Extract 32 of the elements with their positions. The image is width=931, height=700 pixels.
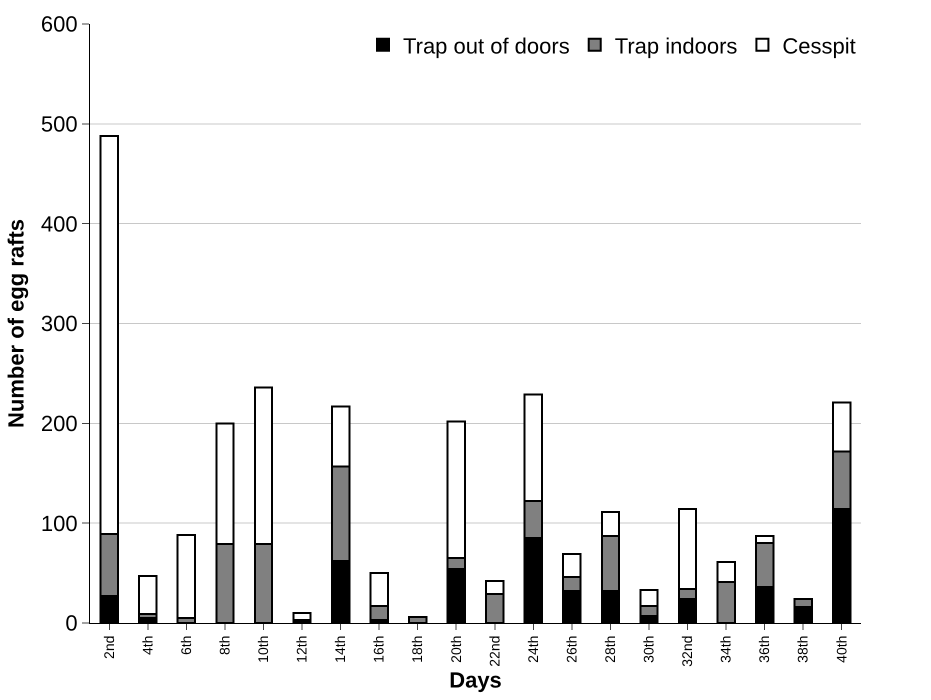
legend-label: Trap out of doors <box>403 33 570 58</box>
x-tick-label: 12th <box>294 636 310 663</box>
y-tick-label: 400 <box>40 211 78 236</box>
legend-label: Trap indoors <box>614 33 738 58</box>
x-tick-label: 16th <box>370 636 387 663</box>
y-tick-label: 500 <box>40 112 78 137</box>
x-tick-label: 34th <box>718 636 734 663</box>
y-tick-label: 600 <box>40 12 78 37</box>
x-tick-label: 32nd <box>679 636 696 667</box>
x-tick-label: 10th <box>255 636 272 663</box>
x-tick-label: 4th <box>139 636 156 656</box>
y-tick-label: 100 <box>40 510 78 536</box>
legend-label: Cesspit <box>782 33 856 58</box>
x-tick-label: 26th <box>563 636 580 663</box>
x-tick-label: 18th <box>409 636 426 663</box>
x-tick-label: 6th <box>178 636 194 656</box>
x-tick-label: 14th <box>332 636 348 663</box>
x-axis-title: Days <box>449 668 502 693</box>
x-tick-label: 40th <box>833 636 850 663</box>
x-tick-label: 28th <box>602 636 618 663</box>
x-tick-label: 38th <box>794 636 811 663</box>
y-tick-label: 200 <box>40 411 78 436</box>
x-tick-label: 22nd <box>486 636 502 667</box>
x-tick-label: 24th <box>524 636 541 663</box>
x-tick-label: 20th <box>448 636 464 663</box>
y-tick-label: 300 <box>40 311 78 336</box>
x-tick-label: 36th <box>756 636 772 663</box>
x-tick-label: 30th <box>640 636 657 663</box>
y-tick-label: 0 <box>65 610 78 636</box>
x-tick-label: 8th <box>216 636 232 656</box>
x-tick-label: 2nd <box>100 636 117 659</box>
y-axis-title: Number of egg rafts <box>4 218 29 428</box>
